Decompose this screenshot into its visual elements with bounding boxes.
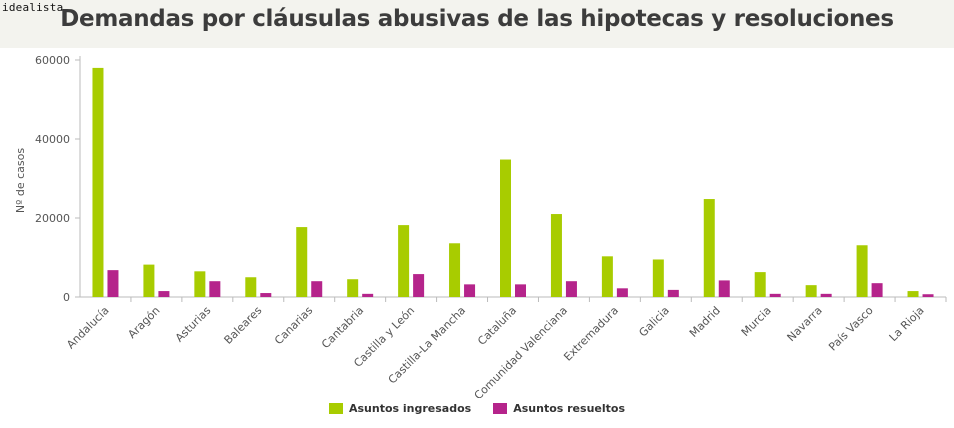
- bar-asuntos-resueltos-comunidad-valenciana: [565, 281, 577, 297]
- legend-label-ingresados: Asuntos ingresados: [348, 402, 472, 415]
- bar-asuntos-resueltos-baleares: [260, 293, 272, 297]
- bar-asuntos-resueltos-castilla-y-leon: [413, 274, 425, 297]
- bar-asuntos-ingresados-comunidad-valenciana: [550, 214, 562, 297]
- y-tick-label: 20000: [35, 212, 70, 225]
- bar-asuntos-resueltos-pais-vasco: [871, 283, 883, 297]
- bar-asuntos-ingresados-cataluna: [500, 159, 511, 297]
- x-tick-label-cataluna: Cataluña: [475, 304, 519, 348]
- legend: Asuntos ingresados Asuntos resueltos: [0, 402, 954, 415]
- x-tick-label-navarra: Navarra: [785, 304, 825, 344]
- bar-asuntos-resueltos-cantabria: [362, 293, 374, 297]
- bar-asuntos-resueltos-cataluna: [515, 284, 526, 297]
- x-tick-label-madrid: Madrid: [687, 304, 723, 340]
- x-tick-label-comunidad-valenciana: Comunidad Valenciana: [472, 304, 570, 398]
- bar-asuntos-resueltos-la-rioja: [922, 294, 934, 297]
- bar-asuntos-ingresados-aragon: [143, 264, 155, 297]
- legend-swatch-resueltos: [493, 403, 508, 414]
- bar-asuntos-ingresados-extremadura: [601, 256, 613, 297]
- bar-asuntos-ingresados-pais-vasco: [856, 245, 868, 297]
- y-tick-label: 0: [63, 291, 70, 304]
- y-tick-label: 60000: [35, 54, 70, 67]
- x-tick-label-murcia: Murcia: [739, 304, 774, 339]
- header-band: [0, 0, 954, 48]
- bar-asuntos-resueltos-castilla-la-mancha: [464, 284, 476, 297]
- x-tick-label-pais-vasco: País Vasco: [826, 304, 876, 354]
- bar-asuntos-resueltos-extremadura: [616, 288, 628, 297]
- x-tick-label-la-rioja: La Rioja: [887, 304, 927, 344]
- bar-asuntos-ingresados-galicia: [652, 259, 664, 297]
- x-tick-label-asturias: Asturias: [173, 304, 214, 345]
- y-tick-label: 40000: [35, 133, 70, 146]
- bar-asuntos-ingresados-baleares: [245, 277, 257, 297]
- chart-title: Demandas por cláusulas abusivas de las h…: [60, 6, 894, 32]
- bar-asuntos-ingresados-madrid: [703, 199, 715, 297]
- legend-item-resueltos: Asuntos resueltos: [493, 402, 625, 415]
- brand-logo: idealista: [2, 1, 64, 14]
- bar-asuntos-ingresados-castilla-la-mancha: [449, 243, 461, 297]
- y-axis-title: Nº de casos: [14, 148, 27, 213]
- bar-asuntos-resueltos-aragon: [158, 291, 170, 297]
- legend-item-ingresados: Asuntos ingresados: [328, 402, 472, 415]
- bar-asuntos-resueltos-asturias: [209, 281, 221, 297]
- bar-asuntos-resueltos-andalucia: [107, 270, 119, 297]
- x-tick-label-baleares: Baleares: [222, 304, 265, 347]
- bar-asuntos-ingresados-navarra: [805, 285, 817, 297]
- bar-asuntos-resueltos-navarra: [820, 293, 832, 297]
- bar-asuntos-resueltos-galicia: [667, 289, 679, 297]
- bar-asuntos-ingresados-canarias: [296, 227, 308, 297]
- x-tick-label-cantabria: Cantabria: [319, 304, 366, 351]
- legend-label-resueltos: Asuntos resueltos: [513, 402, 625, 415]
- bar-asuntos-ingresados-asturias: [194, 271, 206, 297]
- bar-asuntos-resueltos-madrid: [718, 280, 730, 297]
- x-tick-label-extremadura: Extremadura: [561, 304, 621, 364]
- legend-swatch-ingresados: [328, 403, 343, 414]
- x-tick-label-galicia: Galicia: [636, 304, 672, 340]
- bar-asuntos-ingresados-la-rioja: [907, 291, 919, 297]
- bar-asuntos-resueltos-canarias: [311, 281, 323, 297]
- bar-asuntos-resueltos-murcia: [769, 293, 781, 297]
- bar-asuntos-ingresados-cantabria: [347, 279, 359, 297]
- bar-asuntos-ingresados-murcia: [754, 272, 766, 297]
- chart-plot: 0 20000 40000 60000 Nº de casos Andalucía Arag…: [14, 54, 947, 398]
- x-tick-label-aragon: Aragón: [125, 304, 162, 341]
- bar-asuntos-ingresados-castilla-y-leon: [398, 225, 410, 297]
- bar-asuntos-ingresados-andalucia: [92, 67, 104, 298]
- x-tick-label-canarias: Canarias: [272, 304, 315, 347]
- x-tick-label-andalucia: Andalucía: [64, 304, 111, 351]
